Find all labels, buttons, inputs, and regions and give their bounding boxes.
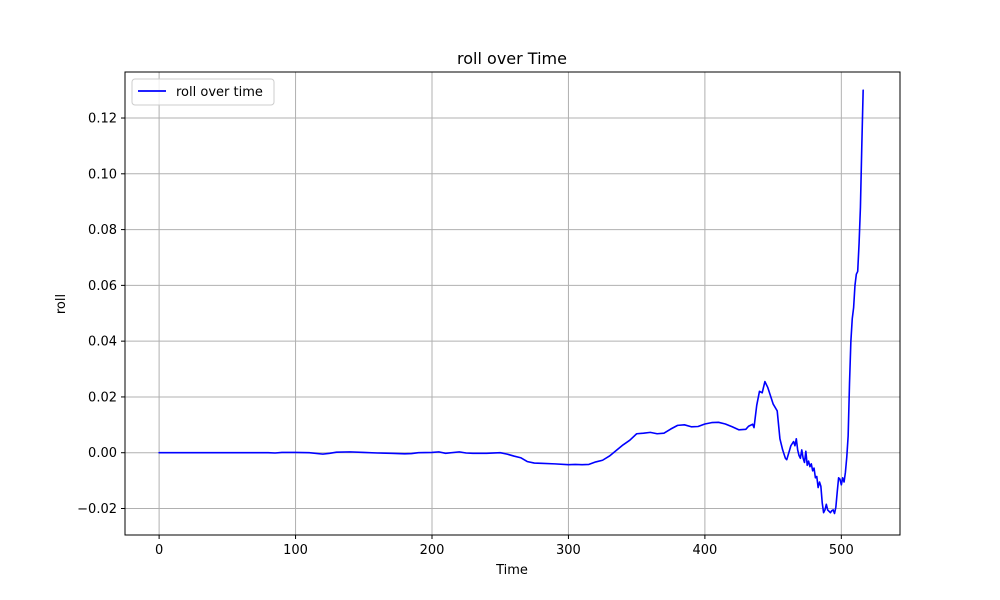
chart-title: roll over Time bbox=[457, 49, 567, 68]
y-tick-label: 0.00 bbox=[88, 446, 117, 461]
y-tick-label: 0.08 bbox=[88, 223, 117, 238]
x-tick-label: 200 bbox=[420, 543, 445, 558]
series-layer bbox=[158, 89, 864, 515]
y-tick-label: −0.02 bbox=[77, 502, 117, 517]
legend: roll over time bbox=[131, 78, 275, 106]
y-tick-label: 0.02 bbox=[88, 390, 117, 405]
x-tick-label: 0 bbox=[155, 543, 163, 558]
y-tick-label: 0.04 bbox=[88, 335, 117, 350]
x-tick-label: 400 bbox=[692, 543, 717, 558]
axis-ticks: 0 100 200 300 400 500 −0.02 0.00 0.02 0.04 0.06 0.0… bbox=[77, 112, 854, 558]
y-tick-label: 0.12 bbox=[88, 112, 117, 127]
grid bbox=[125, 72, 900, 535]
x-tick-label: 500 bbox=[829, 543, 854, 558]
x-tick-label: 100 bbox=[283, 543, 308, 558]
series-line-roll-over-time bbox=[158, 89, 864, 515]
x-tick-label: 300 bbox=[556, 543, 581, 558]
y-axis-label: roll bbox=[54, 294, 69, 314]
legend-label-roll-over-time: roll over time bbox=[176, 85, 263, 100]
x-axis-label: Time bbox=[495, 563, 528, 578]
y-tick-label: 0.06 bbox=[88, 279, 117, 294]
legend-box bbox=[131, 78, 275, 106]
y-tick-label: 0.10 bbox=[88, 167, 117, 182]
plot-frame bbox=[124, 71, 901, 536]
